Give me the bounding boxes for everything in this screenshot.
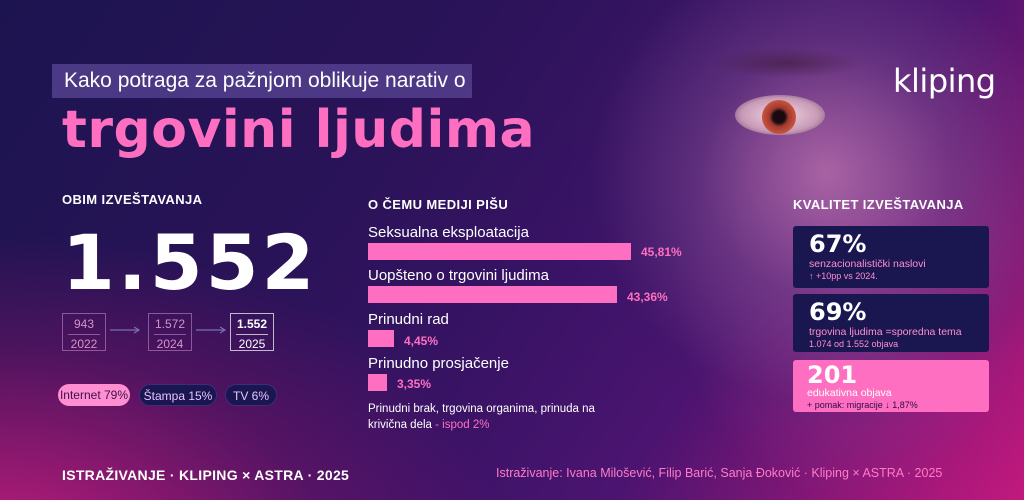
topic-bar	[368, 374, 387, 391]
topic-label: Prinudni rad	[368, 311, 449, 328]
topic-value: 4,45%	[404, 334, 439, 348]
face-iris	[762, 100, 796, 134]
footer-authors: Istraživanje: Ivana Milošević, Filip Bar…	[496, 466, 943, 480]
quality-card-desc: edukativna objava	[807, 387, 892, 399]
year-value: 943	[73, 317, 95, 331]
topic-bar	[368, 330, 394, 347]
year-label: 2025	[236, 334, 268, 351]
quality-card-number: 67%	[809, 230, 867, 258]
quality-card-sub: ↑ +10pp vs 2024.	[809, 271, 878, 281]
topics-note: Prinudni brak, trgovina organima, prinud…	[368, 401, 618, 433]
quality-card-secondary: 69% trgovina ljudima =sporedna tema 1.07…	[793, 294, 989, 352]
year-box-2025: 1.552 2025	[230, 313, 274, 351]
topic-label: Uopšteno o trgovini ljudima	[368, 267, 549, 284]
face-brow	[712, 48, 862, 78]
quality-card-sensational: 67% senzacionalistički naslovi ↑ +10pp v…	[793, 226, 989, 288]
topic-bar	[368, 286, 617, 303]
arrow-icon	[196, 326, 227, 334]
year-label: 2024	[154, 334, 186, 351]
topic-value: 43,36%	[627, 290, 668, 304]
topic-value: 45,81%	[641, 245, 682, 259]
topic-bar	[368, 243, 631, 260]
footer-credit: ISTRAŽIVANJE · KLIPING × ASTRA · 2025	[62, 467, 350, 483]
year-value: 1.552	[236, 317, 268, 331]
year-box-2024: 1.572 2024	[148, 313, 192, 351]
media-pill-print: Štampa 15%	[139, 384, 217, 406]
total-count: 1.552	[62, 218, 318, 307]
quality-heading: KVALITET IZVEŠTAVANJA	[793, 197, 964, 212]
kliping-logo: kliping	[893, 62, 996, 100]
arrow-icon	[110, 326, 141, 334]
subtitle-text: Kako potraga za pažnjom oblikuje narativ…	[64, 69, 466, 92]
subtitle-banner: Kako potraga za pažnjom oblikuje narativ…	[52, 64, 472, 98]
quality-card-sub: 1.074 od 1.552 objava	[809, 339, 899, 349]
year-box-2022: 943 2022	[62, 313, 106, 351]
year-value: 1.572	[154, 317, 186, 331]
media-pill-internet: Internet 79%	[58, 384, 130, 406]
quality-card-desc: senzacionalistički naslovi	[809, 258, 926, 270]
volume-heading: OBIM IZVEŠTAVANJA	[62, 192, 203, 207]
topic-label: Seksualna eksploatacija	[368, 224, 529, 241]
page-title: trgovini ljudima	[62, 100, 536, 160]
quality-card-number: 69%	[809, 298, 867, 326]
topics-note-suffix: - ispod 2%	[431, 419, 490, 431]
topic-label: Prinudno prosjačenje	[368, 355, 509, 372]
year-label: 2022	[68, 334, 100, 351]
topic-value: 3,35%	[397, 377, 432, 391]
quality-card-sub: + pomak: migracije ↓ 1,87%	[807, 400, 918, 410]
quality-card-number: 201	[807, 361, 858, 389]
quality-card-desc: trgovina ljudima =sporedna tema	[809, 326, 962, 338]
media-pill-tv: TV 6%	[225, 384, 277, 406]
topics-note-text: Prinudni brak, trgovina organima, prinud…	[368, 403, 595, 431]
topics-heading: O ČEMU MEDIJI PIŠU	[368, 197, 509, 212]
quality-card-educational: 201 edukativna objava + pomak: migracije…	[793, 360, 989, 412]
